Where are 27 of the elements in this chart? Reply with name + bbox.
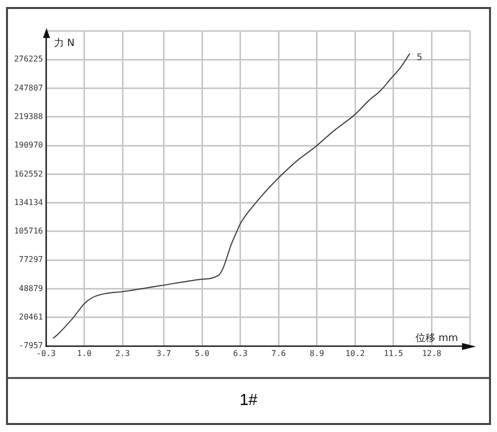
x-tick-label: 2.3 [115, 348, 130, 358]
y-tick-label: 134134 [14, 198, 44, 207]
x-tick-label: 3.7 [156, 348, 172, 358]
y-tick-label: 247807 [14, 83, 44, 92]
y-tick-label: 276225 [14, 54, 44, 64]
x-tick-label: 7.6 [271, 348, 286, 358]
y-tick-label: 48879 [18, 284, 44, 293]
y-tick-label: 190970 [14, 140, 44, 150]
y-tick-label: 219388 [14, 112, 44, 121]
y-tick-label: 162552 [14, 169, 44, 178]
text: 1# [240, 392, 258, 410]
y-tick-label: 77297 [18, 255, 44, 264]
x-tick-label: 12.8 [422, 348, 442, 358]
x-tick-label: 6.3 [233, 348, 248, 358]
series-label: 5 [416, 52, 422, 63]
x-tick-label: 5.0 [194, 348, 210, 358]
x-tick-label: 8.9 [310, 348, 324, 358]
y-tick-label: 20461 [18, 312, 44, 322]
x-tick-label: 10.2 [346, 348, 365, 358]
y-tick-label: 105716 [14, 226, 44, 236]
x-tick-label: 11.5 [384, 348, 404, 358]
line-series [52, 53, 410, 339]
y-axis-title: 力 N [54, 37, 75, 49]
x-tick-label: 1.0 [77, 348, 92, 358]
x-tick-label: -0.3 [36, 348, 56, 358]
x-axis-title: 位移 mm [415, 332, 458, 344]
y-tick-label: -7957 [18, 341, 44, 350]
